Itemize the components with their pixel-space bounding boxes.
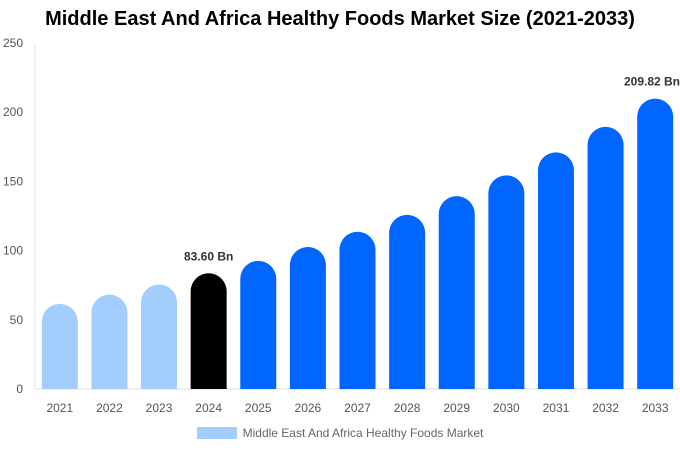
y-tick-label: 50 [10,313,24,327]
x-tick-label: 2024 [195,401,222,415]
y-tick-label: 0 [16,382,23,396]
bar-2028 [389,214,426,389]
y-tick-label: 200 [3,105,23,119]
x-tick-label: 2032 [592,401,619,415]
x-tick-label: 2026 [295,401,322,415]
bar-2023 [141,284,178,389]
x-tick-label: 2021 [46,401,73,415]
x-tick-label: 2028 [394,401,421,415]
x-tick-label: 2029 [443,401,470,415]
bar-2029 [438,196,475,389]
x-tick-label: 2031 [543,401,570,415]
x-tick-label: 2022 [96,401,123,415]
y-tick-label: 250 [3,36,23,50]
bar-2027 [339,231,376,389]
legend: Middle East And Africa Healthy Foods Mar… [0,426,680,440]
bar-2032 [587,126,624,389]
x-tick-label: 2025 [245,401,272,415]
chart-title: Middle East And Africa Healthy Foods Mar… [45,8,635,30]
x-tick-label: 2033 [642,401,669,415]
bar-2033 [637,98,674,389]
legend-swatch [196,427,237,439]
bar-2025 [240,260,277,389]
bar-2030 [488,175,525,389]
x-tick-label: 2030 [493,401,520,415]
x-tick-label: 2027 [344,401,371,415]
bar-2026 [289,247,326,389]
data-label-2024: 83.60 Bn [184,249,233,263]
y-tick-label: 100 [3,244,23,258]
bar-2021 [41,303,78,389]
data-label-2033: 209.82 Bn [624,75,680,89]
bar-2031 [537,152,574,389]
x-tick-label: 2023 [146,401,173,415]
legend-label: Middle East And Africa Healthy Foods Mar… [242,426,484,440]
y-tick-label: 150 [3,174,23,188]
bar-2024 [190,273,227,389]
bar-2022 [91,294,128,389]
